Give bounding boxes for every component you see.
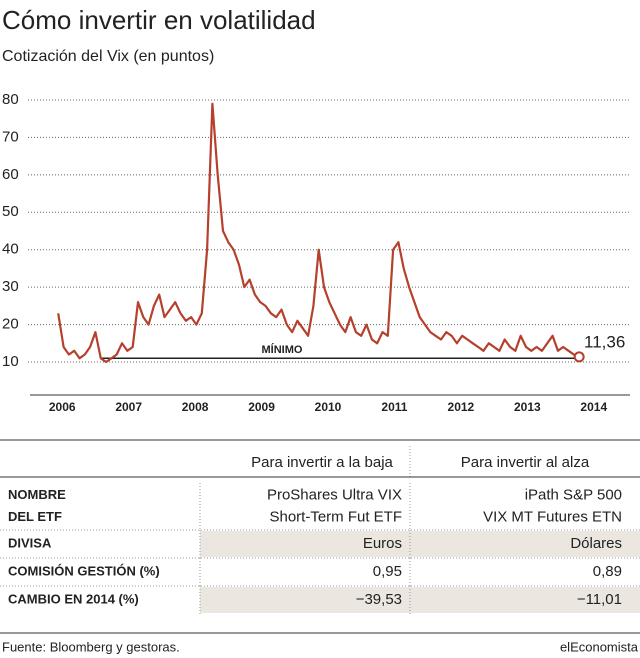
- chart-subtitle: Cotización del Vix (en puntos): [2, 48, 214, 65]
- cell: 0,89: [593, 563, 622, 580]
- x-tick-label: 2011: [381, 400, 407, 414]
- source: Fuente: Bloomberg y gestoras.: [2, 639, 180, 654]
- row-label: COMISIÓN GESTIÓN (%): [8, 563, 160, 578]
- column-header: Para invertir a la baja: [251, 454, 393, 471]
- cell: Short-Term Fut ETF: [269, 508, 402, 525]
- x-tick-label: 2014: [580, 400, 607, 414]
- cell: Euros: [363, 535, 402, 552]
- brand: elEconomista: [560, 639, 639, 654]
- y-tick-label: 40: [2, 241, 19, 258]
- last-label: 11,36: [584, 332, 625, 351]
- cell: ProShares Ultra VIX: [267, 486, 402, 503]
- x-tick-label: 2007: [115, 400, 142, 414]
- cell: −39,53: [356, 591, 402, 608]
- y-tick-label: 10: [2, 353, 19, 370]
- y-tick-label: 80: [2, 91, 19, 108]
- row-label: DEL ETF: [8, 509, 62, 524]
- x-tick-label: 2013: [514, 400, 541, 414]
- cell: iPath S&P 500: [525, 486, 622, 503]
- y-tick-label: 70: [2, 128, 19, 145]
- x-tick-label: 2008: [182, 400, 209, 414]
- last-point: [573, 351, 585, 363]
- cell: Dólares: [570, 535, 622, 552]
- row-label: CAMBIO EN 2014 (%): [8, 591, 139, 606]
- chart-title: Cómo invertir en volatilidad: [2, 5, 316, 35]
- cell: 0,95: [373, 563, 402, 580]
- y-tick-label: 50: [2, 203, 19, 220]
- cell: −11,01: [577, 591, 622, 608]
- x-tick-label: 2006: [49, 400, 76, 414]
- row-shade: [200, 587, 640, 613]
- cell: VIX MT Futures ETN: [483, 508, 622, 525]
- line: [57, 102, 580, 364]
- x-tick-label: 2012: [448, 400, 475, 414]
- y-tick-label: 20: [2, 316, 19, 333]
- reference-label: MÍNIMO: [262, 343, 303, 356]
- row-label: NOMBRE: [8, 487, 66, 502]
- y-tick-label: 60: [2, 166, 19, 183]
- row-label: DIVISA: [8, 535, 52, 550]
- row-shade: [200, 531, 640, 557]
- column-header: Para invertir al alza: [461, 454, 590, 471]
- x-tick-label: 2009: [248, 400, 275, 414]
- x-tick-label: 2010: [315, 400, 342, 414]
- y-tick-label: 30: [2, 278, 19, 295]
